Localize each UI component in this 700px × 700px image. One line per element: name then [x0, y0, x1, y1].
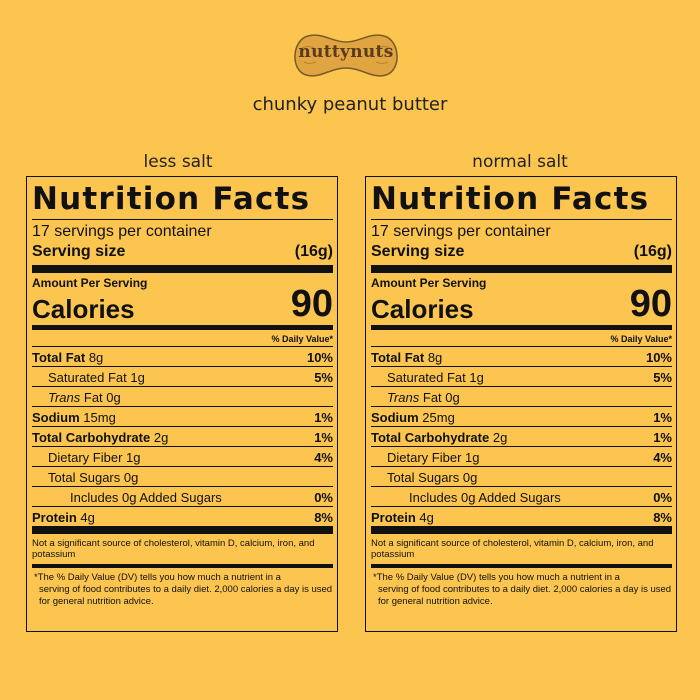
- nutrient-percent: 4%: [314, 450, 333, 465]
- nutrient-name: Dietary Fiber 1g: [48, 450, 141, 465]
- calories-label: Calories: [32, 294, 135, 324]
- footnote-first-line: *The % Daily Value (DV) tells you how mu…: [34, 572, 281, 583]
- daily-value-footnote: *The % Daily Value (DV) tells you how mu…: [371, 568, 672, 608]
- nutrient-percent: 4%: [653, 450, 672, 465]
- nutrient-name: Total Fat: [371, 350, 425, 365]
- nutrient-percent: 10%: [645, 350, 672, 365]
- nutrient-name: Includes 0g Added Sugars: [409, 490, 561, 505]
- nutrient-name: Includes 0g Added Sugars: [70, 490, 222, 505]
- nutrition-label-less-salt: Nutrition Facts 17 servings per containe…: [26, 176, 338, 632]
- servings-per-container: 17 servings per container: [371, 223, 551, 240]
- nutrient-percent: 0%: [314, 490, 333, 505]
- nutrient-name-italic: Trans: [387, 390, 420, 405]
- nutrient-row-sodium: Sodium 15mg 1%: [32, 407, 333, 427]
- nutrient-row-added-sugars: Includes 0g Added Sugars 0%: [371, 487, 672, 507]
- brand-logo: nuttynuts: [288, 30, 404, 80]
- amount-per-serving: Amount Per Serving: [32, 276, 148, 290]
- nutrient-amount: 8g: [88, 350, 104, 365]
- serving-size: Serving size (16g): [371, 242, 672, 273]
- nutrient-row-protein: Protein 4g 8%: [32, 507, 333, 534]
- variant-title-normal-salt: normal salt: [472, 152, 568, 172]
- not-significant-note: Not a significant source of cholesterol,…: [32, 534, 333, 568]
- nutrient-name: Total Fat: [32, 350, 86, 365]
- nutrient-amount: 4g: [419, 510, 434, 525]
- nutrient-name: Sodium: [371, 410, 419, 425]
- nutrient-amount: 25mg: [422, 410, 455, 425]
- amount-per-serving: Amount Per Serving: [371, 276, 487, 290]
- nutrient-name: Protein: [371, 510, 416, 525]
- nutrition-facts-title: Nutrition Facts: [371, 181, 672, 220]
- nutrient-row-total-fat: Total Fat 8g 10%: [32, 347, 333, 367]
- nutrient-row-total-fat: Total Fat 8g 10%: [371, 347, 672, 367]
- nutrient-row-protein: Protein 4g 8%: [371, 507, 672, 534]
- footnote-rest: serving of food contributes to a daily d…: [39, 584, 333, 607]
- servings-per-container: 17 servings per container: [32, 223, 212, 240]
- nutrient-name: Dietary Fiber 1g: [387, 450, 480, 465]
- nutrient-row-added-sugars: Includes 0g Added Sugars 0%: [32, 487, 333, 507]
- nutrient-row-trans-fat: Trans Fat 0g: [32, 387, 333, 407]
- nutrient-row-total-carbohydrate: Total Carbohydrate 2g 1%: [371, 427, 672, 447]
- variant-title-less-salt: less salt: [143, 152, 213, 172]
- nutrient-name: Total Carbohydrate: [371, 430, 490, 445]
- footnote-first-line: *The % Daily Value (DV) tells you how mu…: [373, 572, 620, 583]
- nutrient-row-sodium: Sodium 25mg 1%: [371, 407, 672, 427]
- footnote-rest: serving of food contributes to a daily d…: [378, 584, 672, 607]
- nutrient-percent: 10%: [306, 350, 333, 365]
- nutrient-row-trans-fat: Trans Fat 0g: [371, 387, 672, 407]
- nutrient-name: Total Sugars 0g: [48, 470, 139, 485]
- daily-value-header: % Daily Value*: [371, 330, 672, 347]
- nutrient-name: Fat 0g: [80, 390, 121, 405]
- nutrient-percent: 1%: [314, 430, 333, 445]
- nutrient-name: Fat 0g: [419, 390, 460, 405]
- nutrient-amount: 8g: [427, 350, 443, 365]
- nutrient-percent: 5%: [653, 370, 672, 385]
- nutrition-label-normal-salt: Nutrition Facts 17 servings per containe…: [365, 176, 677, 632]
- calories-row: Calories 90: [32, 284, 333, 330]
- nutrient-percent: 1%: [653, 430, 672, 445]
- nutrition-facts-title: Nutrition Facts: [32, 181, 333, 220]
- serving-size-label: Serving size: [32, 243, 126, 260]
- nutrient-name: Sodium: [32, 410, 80, 425]
- nutrient-percent: 1%: [314, 410, 333, 425]
- nutrient-percent: 8%: [314, 510, 333, 525]
- nutrient-amount: 2g: [492, 430, 508, 445]
- calories-row: Calories 90: [371, 284, 672, 330]
- peanut-shape-icon: [294, 34, 398, 77]
- serving-size-label: Serving size: [371, 243, 465, 260]
- logo-text: nuttynuts: [298, 42, 394, 62]
- nutrient-percent: 1%: [653, 410, 672, 425]
- nutrient-row-saturated-fat: Saturated Fat 1g 5%: [371, 367, 672, 387]
- calories-value: 90: [629, 283, 672, 325]
- product-name: chunky peanut butter: [252, 94, 448, 115]
- nutrient-percent: 8%: [653, 510, 672, 525]
- nutrient-name: Saturated Fat 1g: [48, 370, 145, 385]
- nutrient-row-dietary-fiber: Dietary Fiber 1g 4%: [371, 447, 672, 467]
- nutrient-percent: 0%: [653, 490, 672, 505]
- nutrient-row-total-sugars: Total Sugars 0g: [32, 467, 333, 487]
- daily-value-footnote: *The % Daily Value (DV) tells you how mu…: [32, 568, 333, 608]
- nutrient-percent: 5%: [314, 370, 333, 385]
- nutrient-row-dietary-fiber: Dietary Fiber 1g 4%: [32, 447, 333, 467]
- nutrient-row-total-sugars: Total Sugars 0g: [371, 467, 672, 487]
- calories-label: Calories: [371, 294, 474, 324]
- daily-value-header: % Daily Value*: [32, 330, 333, 347]
- nutrient-row-saturated-fat: Saturated Fat 1g 5%: [32, 367, 333, 387]
- serving-size-value: (16g): [633, 243, 672, 260]
- serving-size: Serving size (16g): [32, 242, 333, 273]
- nutrient-row-total-carbohydrate: Total Carbohydrate 2g 1%: [32, 427, 333, 447]
- calories-value: 90: [290, 283, 333, 325]
- nutrient-name-italic: Trans: [48, 390, 81, 405]
- nutrient-name: Total Carbohydrate: [32, 430, 151, 445]
- nutrient-name: Total Sugars 0g: [387, 470, 478, 485]
- nutrient-amount: 4g: [80, 510, 95, 525]
- nutrient-name: Protein: [32, 510, 77, 525]
- not-significant-note: Not a significant source of cholesterol,…: [371, 534, 672, 568]
- nutrient-name: Saturated Fat 1g: [387, 370, 484, 385]
- serving-size-value: (16g): [294, 243, 333, 260]
- nutrient-amount: 15mg: [83, 410, 116, 425]
- nutrient-amount: 2g: [153, 430, 169, 445]
